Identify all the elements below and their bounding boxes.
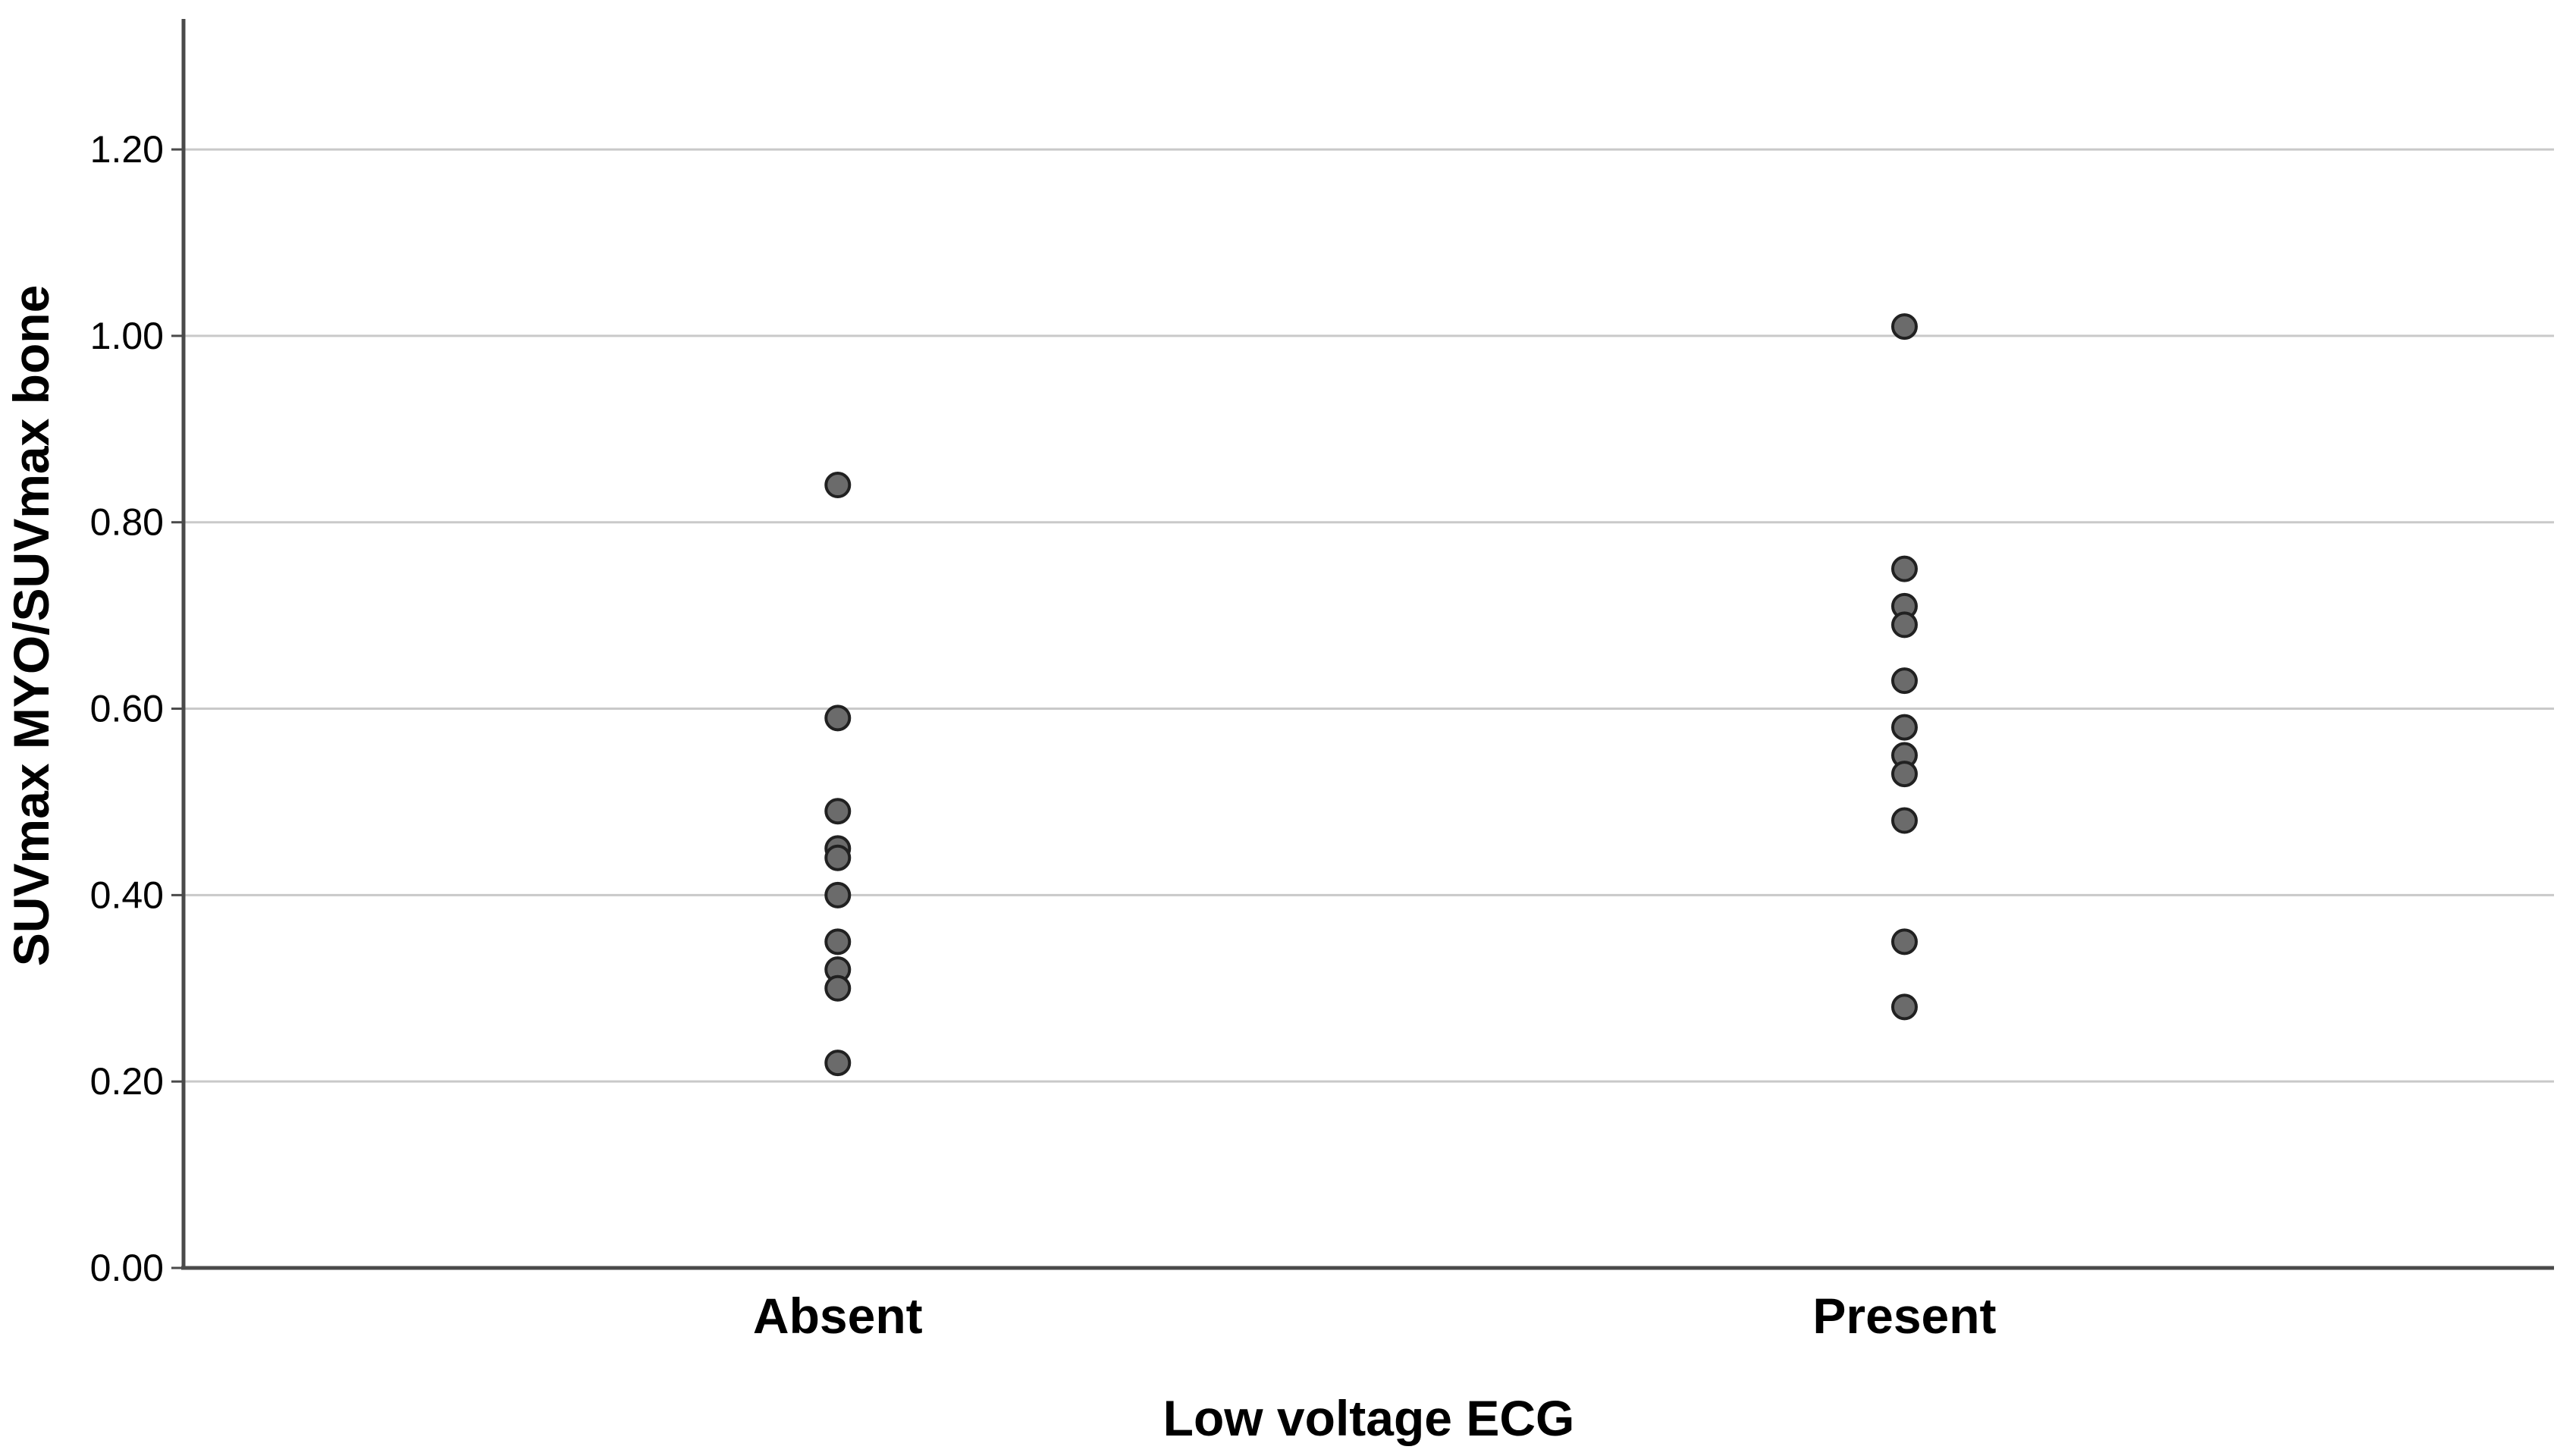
data-point: [1890, 611, 1918, 639]
data-point: [1890, 928, 1918, 956]
category-label: Absent: [753, 1288, 923, 1344]
data-point: [824, 974, 852, 1002]
y-axis-title: SUVmax MYO/SUVmax bone: [3, 285, 59, 967]
x-axis-title: Low voltage ECG: [1163, 1390, 1575, 1446]
y-tick-label: 0.60: [90, 688, 164, 730]
y-tick-label: 1.20: [90, 128, 164, 171]
data-point: [824, 844, 852, 871]
y-tick-label: 1.00: [90, 315, 164, 357]
data-point: [824, 881, 852, 908]
category-labels: Absent Present: [753, 1288, 1997, 1344]
data-point: [1890, 761, 1918, 788]
data-point: [1890, 993, 1918, 1021]
data-point: [1890, 555, 1918, 582]
data-point: [824, 798, 852, 825]
data-point: [1890, 313, 1918, 340]
data-point: [824, 704, 852, 732]
y-tick-label: 0.40: [90, 874, 164, 916]
data-point: [824, 928, 852, 956]
data-points: [824, 313, 1918, 1077]
data-point: [1890, 807, 1918, 834]
category-label: Present: [1812, 1288, 1996, 1344]
data-point: [824, 1050, 852, 1077]
gridlines: [184, 148, 2554, 1083]
data-point: [1890, 714, 1918, 741]
axes: [181, 19, 2554, 1270]
y-tick-label: 0.00: [90, 1247, 164, 1289]
data-point: [824, 472, 852, 499]
data-point: [1890, 667, 1918, 695]
y-tick-label: 0.80: [90, 501, 164, 544]
y-tick-labels: 0.00 0.20 0.40 0.60 0.80 1.00 1.20: [90, 128, 164, 1289]
y-tick-label: 0.20: [90, 1060, 164, 1103]
y-ticks: [171, 148, 184, 1269]
